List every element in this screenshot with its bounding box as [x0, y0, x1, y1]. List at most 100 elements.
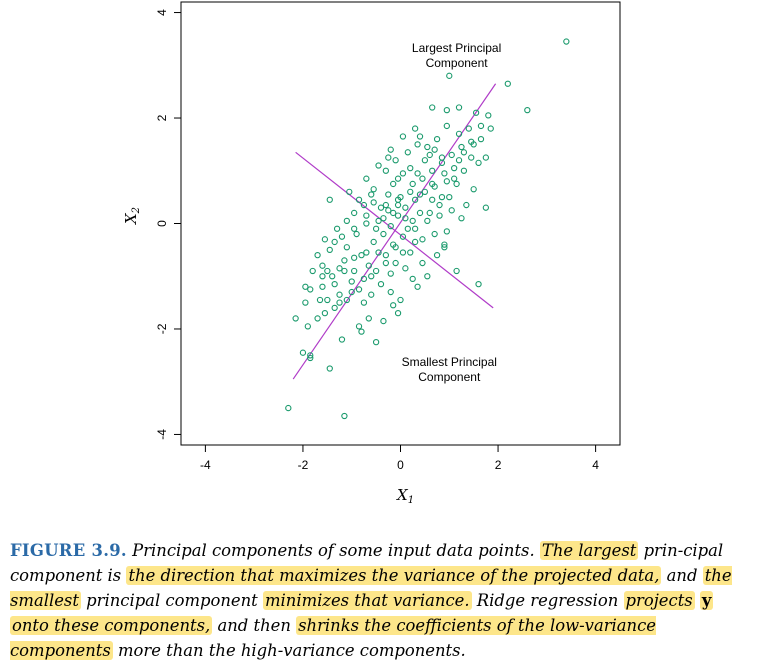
data-point — [360, 275, 368, 283]
data-point — [358, 328, 365, 335]
data-point — [324, 267, 331, 275]
principal-component-line — [292, 83, 497, 380]
data-point — [443, 106, 450, 114]
data-point — [351, 267, 358, 275]
data-point — [348, 288, 355, 296]
data-point — [382, 259, 390, 267]
data-point — [397, 296, 404, 304]
data-point — [351, 209, 358, 217]
data-point — [380, 230, 387, 238]
data-point — [414, 170, 421, 177]
scatter-plot: -4 -2 0 2 4 -4 -2 0 2 4 Largest Principal Compone… — [122, 1, 621, 506]
data-point — [299, 349, 307, 356]
data-point — [463, 201, 470, 209]
data-point — [353, 230, 360, 238]
highlight-5b: y — [699, 591, 714, 610]
data-point — [321, 310, 329, 317]
data-point — [375, 162, 382, 169]
data-point — [475, 159, 482, 167]
highlight-1: The largest — [539, 541, 639, 560]
x-tick-label: -4 — [200, 458, 211, 472]
data-point — [424, 143, 431, 151]
data-point — [443, 178, 450, 185]
data-point — [363, 175, 370, 182]
data-point — [399, 170, 407, 177]
data-point — [394, 310, 402, 317]
x-tick-label: 4 — [592, 458, 599, 472]
data-point — [455, 104, 463, 111]
caption-text-2: prin-cipal component is — [10, 541, 724, 585]
data-point — [426, 151, 433, 159]
data-point — [421, 157, 429, 164]
data-point — [377, 280, 385, 288]
data-point — [333, 225, 341, 232]
caption-text-7: more than the high-variance components. — [117, 641, 466, 660]
data-point — [431, 230, 438, 238]
data-point — [419, 259, 426, 267]
data-point — [460, 167, 468, 174]
data-point — [302, 299, 309, 306]
data-point — [358, 251, 365, 259]
data-point — [321, 236, 329, 243]
data-point — [387, 222, 394, 230]
data-point — [319, 262, 326, 269]
data-point — [341, 412, 348, 420]
data-point — [394, 212, 402, 219]
data-point — [326, 246, 333, 254]
data-point — [424, 273, 431, 280]
data-point — [446, 72, 453, 79]
data-point — [292, 315, 299, 322]
highlight-5c: onto these components, — [10, 616, 213, 635]
data-point — [346, 188, 353, 196]
data-point — [382, 167, 390, 174]
data-point — [370, 199, 377, 206]
data-point — [460, 149, 468, 156]
data-point — [482, 204, 490, 211]
data-point — [392, 259, 399, 267]
data-points — [285, 38, 570, 420]
data-point — [377, 204, 385, 211]
data-point — [375, 249, 382, 256]
data-point — [504, 80, 511, 87]
data-point — [314, 315, 321, 322]
data-point — [331, 280, 338, 288]
data-point — [372, 267, 380, 275]
data-point — [411, 196, 419, 203]
data-point — [453, 180, 460, 188]
data-point — [343, 296, 350, 304]
data-point — [468, 154, 475, 161]
data-point — [394, 201, 402, 209]
data-point — [443, 228, 450, 235]
data-point — [407, 164, 414, 172]
data-point — [443, 122, 450, 130]
data-point — [470, 186, 477, 193]
data-point — [390, 180, 397, 188]
annotation-label: Smallest Principal Component — [402, 355, 497, 384]
caption-text-5: Ridge regression — [476, 591, 619, 610]
data-point — [429, 196, 436, 203]
data-point — [433, 251, 441, 259]
data-point — [341, 267, 348, 275]
data-point — [360, 201, 368, 209]
data-point — [368, 273, 375, 280]
data-point — [409, 275, 416, 283]
data-point — [355, 323, 363, 330]
x-tick-label: 0 — [397, 458, 404, 472]
data-point — [563, 38, 570, 45]
data-point — [426, 209, 433, 217]
data-point — [438, 193, 446, 201]
data-point — [370, 186, 377, 193]
data-point — [302, 283, 309, 290]
data-point — [343, 244, 350, 251]
data-point — [411, 225, 419, 232]
data-point — [338, 233, 346, 240]
highlight-5a: projects — [623, 591, 695, 610]
data-point — [329, 273, 336, 280]
caption-text-1: Principal components of some input data … — [132, 541, 535, 560]
data-point — [453, 267, 460, 275]
data-point — [416, 133, 424, 140]
data-point — [341, 257, 348, 264]
data-point — [307, 286, 314, 293]
data-point — [387, 288, 394, 296]
data-point — [336, 291, 343, 298]
